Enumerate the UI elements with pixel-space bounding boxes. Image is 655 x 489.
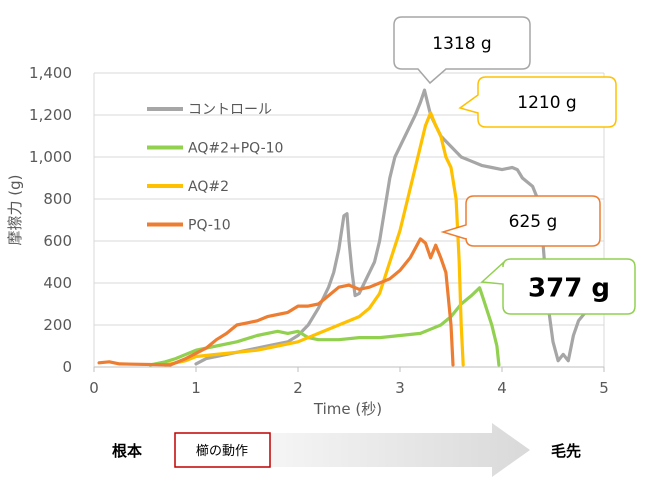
callout-label: 1318 g (432, 34, 491, 54)
series-line (148, 286, 501, 367)
y-tick-label: 1,400 (29, 64, 72, 82)
action-label-box (174, 432, 271, 468)
x-tick-label: 3 (395, 379, 405, 397)
callout-box (393, 16, 531, 85)
callout-label: 377 g (528, 274, 610, 304)
y-tick-label: 600 (43, 232, 72, 250)
callout-label: 625 g (509, 212, 558, 232)
series-line (194, 88, 606, 366)
legend-label: PQ-10 (188, 218, 231, 234)
callout-box (458, 76, 617, 128)
y-tick-label: 800 (43, 190, 72, 208)
axes: 0 200 400 600 800 1,000 1,200 1,400 0 1 2 3 4 5 (29, 64, 609, 397)
y-tick-label: 0 (62, 358, 72, 376)
series-lines (97, 88, 606, 367)
series-line (163, 111, 465, 367)
tip-label: 毛先 (551, 442, 581, 460)
callout-box (480, 258, 636, 315)
callout-box (440, 195, 601, 247)
comb-direction: 根本 櫛の動作 毛先 (112, 423, 581, 477)
x-tick-label: 4 (497, 379, 507, 397)
legend-label: AQ#2 (188, 179, 229, 195)
callouts: 1318 g 1210 g 625 g 377 g (393, 16, 636, 315)
y-tick-label: 1,000 (29, 148, 72, 166)
legend-label: AQ#2+PQ-10 (188, 141, 283, 157)
series-line (97, 237, 455, 367)
root-label: 根本 (112, 442, 142, 460)
x-tick-label: 2 (293, 379, 303, 397)
x-tick-label: 1 (191, 379, 201, 397)
y-tick-label: 1,200 (29, 106, 72, 124)
legend-label: コントロール (188, 102, 272, 118)
y-tick-label: 200 (43, 316, 72, 334)
action-label: 櫛の動作 (196, 444, 248, 459)
x-axis-title: Time (秒) (313, 400, 382, 418)
y-axis-title: 摩擦力 (g) (6, 175, 24, 246)
y-tick-label: 400 (43, 274, 72, 292)
x-tick-label: 0 (89, 379, 99, 397)
x-tick-label: 5 (599, 379, 609, 397)
legend: コントロール AQ#2+PQ-10 AQ#2 PQ-10 (147, 102, 283, 234)
callout-label: 1210 g (517, 93, 576, 113)
